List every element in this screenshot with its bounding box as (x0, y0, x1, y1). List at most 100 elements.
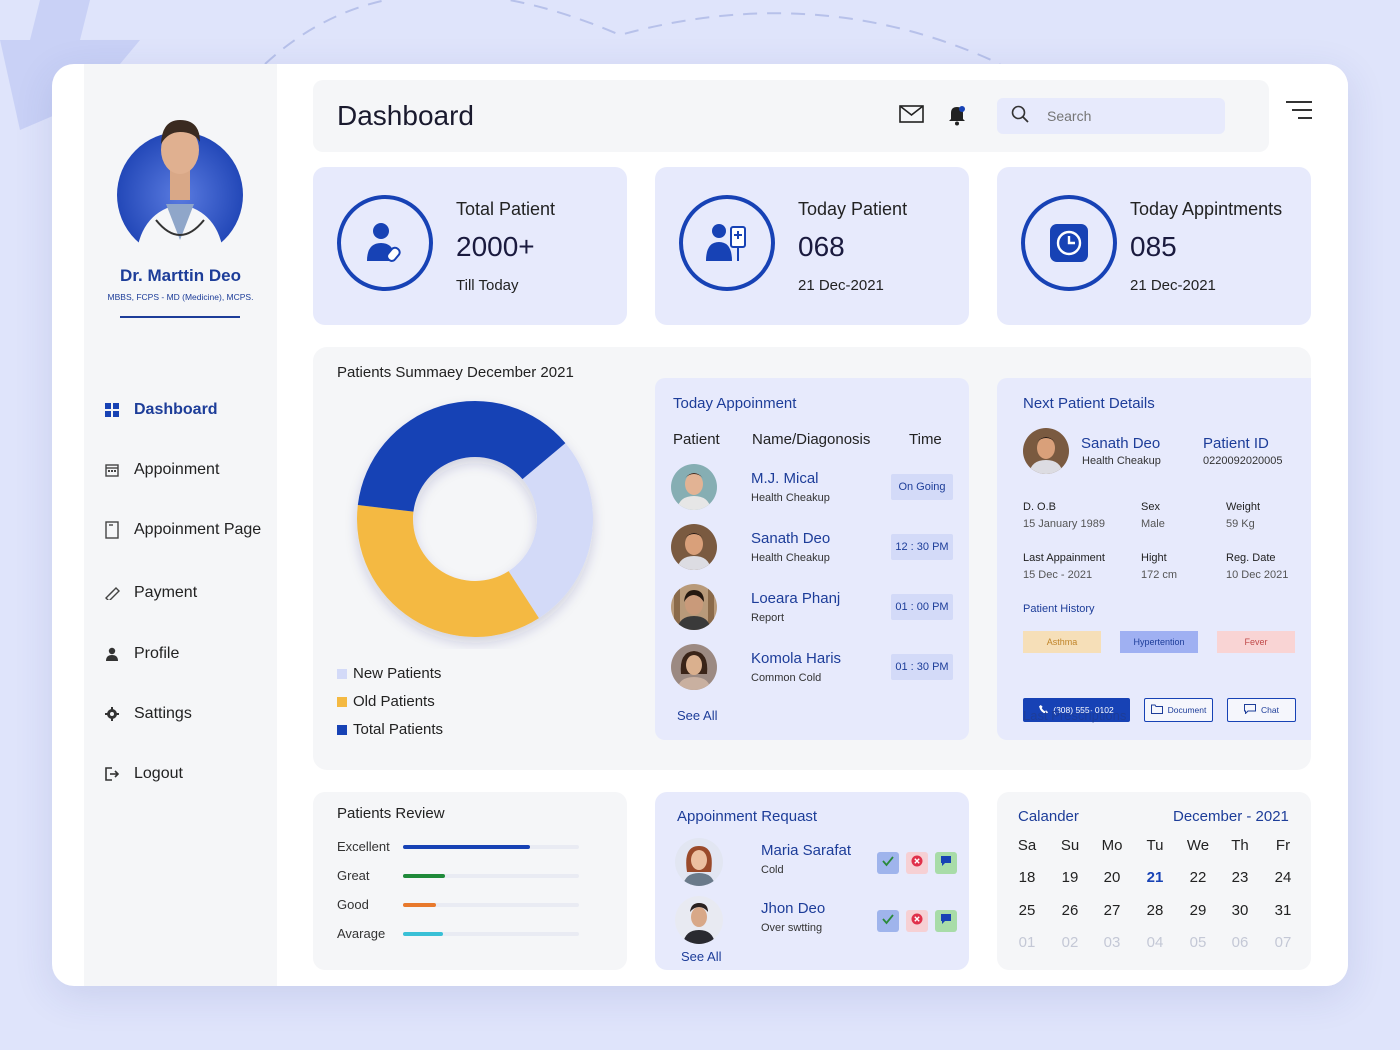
card-title: Patients Review (337, 805, 445, 822)
reject-button[interactable] (906, 852, 928, 874)
calendar-date[interactable]: 27 (1103, 901, 1121, 919)
patient-name: Sanath Deo (1081, 435, 1161, 452)
calendar-date[interactable]: 28 (1146, 901, 1164, 919)
review-bar-track (403, 932, 579, 936)
patient-name: Sanath Deo (751, 530, 831, 547)
patient-history-label: Patient History (1023, 603, 1095, 615)
requester-name: Jhon Deo (761, 900, 826, 917)
divider (120, 316, 240, 318)
chat-button[interactable]: Chat (1227, 698, 1296, 722)
calendar-date[interactable]: 24 (1274, 869, 1292, 886)
sidebar-item-payment[interactable]: Payment (104, 580, 197, 606)
sidebar-item-appoinment[interactable]: Appoinment (104, 457, 219, 483)
table-row[interactable]: Komola Haris Common Cold 01 : 30 PM (671, 644, 953, 694)
call-button[interactable]: (308) 555- 0102 (1023, 698, 1130, 722)
legend-label: New Patients (353, 665, 442, 682)
legend-label: Total Patients (353, 721, 444, 738)
calendar-date[interactable]: 25 (1018, 901, 1036, 919)
see-all-link[interactable]: See All (681, 949, 722, 964)
calendar-date[interactable]: 31 (1274, 901, 1292, 919)
calendar-date[interactable]: 29 (1189, 901, 1207, 919)
document-button[interactable]: Document (1144, 698, 1213, 722)
calendar-date[interactable]: 21 (1146, 869, 1164, 886)
accept-button[interactable] (877, 910, 899, 932)
calendar-title: Calander (1018, 808, 1079, 825)
history-tag: Fever (1217, 631, 1295, 653)
sidebar-item-settings[interactable]: Sattings (104, 701, 192, 727)
calendar-card: Calander December - 2021 Sa Su Mo Tu We Th Fr 1… (997, 792, 1311, 970)
column-header: Patient (673, 431, 720, 448)
chat-bubble-icon (940, 854, 952, 872)
legend-swatch (337, 668, 347, 679)
table-row[interactable]: Sanath Deo Health Cheakup 12 : 30 PM (671, 524, 953, 574)
time-badge: 01 : 30 PM (891, 654, 953, 680)
calendar-day-header: Tu (1146, 837, 1164, 854)
stat-value: 068 (798, 231, 845, 262)
bell-icon[interactable] (947, 104, 973, 128)
field-label: Last Appainment (1023, 552, 1105, 564)
table-row[interactable]: M.J. Mical Health Cheakup On Going (671, 464, 953, 514)
see-all-link[interactable]: See All (677, 708, 718, 723)
doctor-name: Dr. Marttin Deo (120, 266, 241, 285)
table-row[interactable]: Loeara Phanj Report 01 : 00 PM (671, 584, 953, 634)
calendar-date[interactable]: 26 (1061, 901, 1079, 919)
column-header: Time (909, 431, 942, 448)
sidebar-item-profile[interactable]: Profile (104, 641, 179, 667)
stat-label: Today Appintments (1130, 199, 1283, 219)
donut-slice-old-patients (357, 505, 539, 637)
patient-avatar (671, 584, 717, 630)
reject-button[interactable] (906, 910, 928, 932)
review-bar-fill (403, 903, 437, 907)
sidebar-item-logout[interactable]: Logout (104, 761, 183, 787)
sidebar-item-label: Dashboard (134, 401, 218, 418)
sidebar-item-label: Sattings (134, 705, 192, 722)
patient-id-value: 0220092020005 (1203, 455, 1283, 467)
sidebar: Dr. Marttin Deo MBBS, FCPS - MD (Medicin… (84, 64, 277, 986)
calendar-date[interactable]: 06 (1231, 934, 1249, 951)
calendar-date[interactable]: 19 (1061, 869, 1079, 886)
accept-button[interactable] (877, 852, 899, 874)
sidebar-item-label: Logout (134, 765, 183, 782)
search-input[interactable] (1047, 108, 1197, 124)
review-label: Avarage (337, 926, 386, 941)
patient-avatar (675, 838, 723, 886)
calendar-date[interactable]: 23 (1231, 869, 1249, 886)
stat-card-today-patient: Today Patient 068 21 Dec-2021 (655, 167, 969, 325)
panel-title: Next Patient Details (1023, 395, 1155, 412)
requester-diagnosis: Over swtting (761, 922, 823, 934)
message-button[interactable] (935, 852, 957, 874)
sidebar-item-label: Profile (134, 645, 180, 662)
calendar-date[interactable]: 07 (1274, 934, 1292, 951)
stat-card-today-appointments: Today Appintments 085 21 Dec-2021 (997, 167, 1311, 325)
last-prescriptions-link[interactable]: Last Prescriptions (1023, 708, 1127, 723)
calendar-date[interactable]: 18 (1018, 869, 1036, 886)
sidebar-item-appoinment-page[interactable]: Appoinment Page (104, 517, 261, 543)
calendar-day-header: Fr (1275, 837, 1291, 854)
sidebar-item-dashboard[interactable]: Dashboard (104, 397, 218, 423)
review-label: Good (337, 897, 369, 912)
header: Dashboard (313, 80, 1269, 152)
calendar-date[interactable]: 03 (1103, 934, 1121, 951)
hamburger-menu-icon[interactable] (1284, 100, 1314, 122)
calendar-date[interactable]: 20 (1103, 869, 1121, 886)
calendar-date[interactable]: 01 (1018, 934, 1036, 951)
donut-chart (357, 401, 593, 637)
review-bar-fill (403, 932, 444, 936)
field-value: Male (1141, 518, 1165, 530)
search-bar[interactable] (997, 98, 1225, 134)
message-button[interactable] (935, 910, 957, 932)
medical-patient-icon (679, 195, 775, 291)
calendar-icon (104, 462, 120, 478)
calendar-day-header: We (1186, 837, 1210, 854)
calendar-date[interactable]: 22 (1189, 869, 1207, 886)
calendar-date[interactable]: 05 (1189, 934, 1207, 951)
stat-label: Total Patient (456, 199, 556, 219)
mail-icon[interactable] (899, 104, 925, 128)
history-tag: Asthma (1023, 631, 1101, 653)
sidebar-item-label: Appoinment Page (134, 521, 262, 538)
calendar-date[interactable]: 02 (1061, 934, 1079, 951)
clock-icon (1021, 195, 1117, 291)
calendar-date[interactable]: 30 (1231, 901, 1249, 919)
calendar-date[interactable]: 04 (1146, 934, 1164, 951)
calendar-day-header: Th (1231, 837, 1249, 854)
